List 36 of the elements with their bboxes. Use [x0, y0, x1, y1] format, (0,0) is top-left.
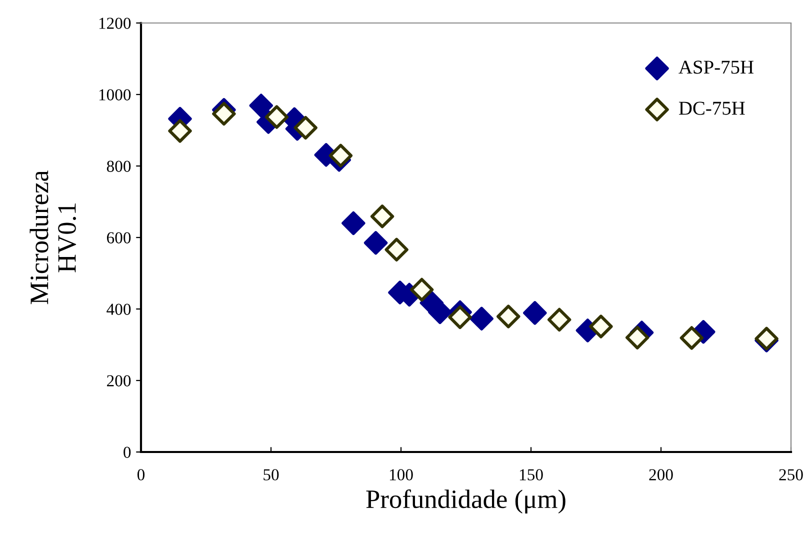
point: [294, 116, 318, 140]
point: [342, 211, 366, 236]
x-tick-label: 200: [649, 469, 673, 480]
y-tick-label: 1200: [99, 18, 131, 29]
x-tick-label: 50: [264, 469, 279, 480]
point: [212, 102, 236, 126]
point: [470, 306, 494, 330]
x-tick-label: 100: [390, 469, 413, 480]
y-tick-label: 600: [106, 232, 131, 244]
legend-label: ASP-75H: [678, 60, 754, 74]
point: [168, 119, 192, 143]
point: [496, 304, 520, 328]
point: [410, 278, 434, 302]
point: [370, 204, 394, 228]
point: [328, 144, 353, 168]
x-tick-label: 0: [137, 469, 145, 480]
x-axis-title: Profundidade (μm): [366, 489, 566, 514]
point: [589, 314, 613, 338]
y-tick-label: 1000: [99, 89, 131, 100]
y-axis-title: Microdureza HV0.1: [30, 170, 76, 304]
y-tick-label: 200: [107, 375, 131, 386]
point: [249, 94, 273, 118]
point: [626, 326, 650, 350]
point: [448, 305, 472, 330]
point: [548, 308, 572, 332]
point: [264, 105, 289, 129]
y-tick-label: 800: [106, 160, 131, 172]
point: [384, 238, 408, 262]
point: [680, 326, 704, 350]
x-tick-label: 150: [520, 469, 543, 480]
point: [523, 301, 547, 325]
x-tick-label: 250: [779, 469, 803, 480]
legend-label: DC-75H: [678, 102, 745, 115]
y-tick-label: 400: [106, 304, 131, 315]
y-tick-label: 0: [124, 446, 131, 458]
point: [364, 231, 388, 255]
